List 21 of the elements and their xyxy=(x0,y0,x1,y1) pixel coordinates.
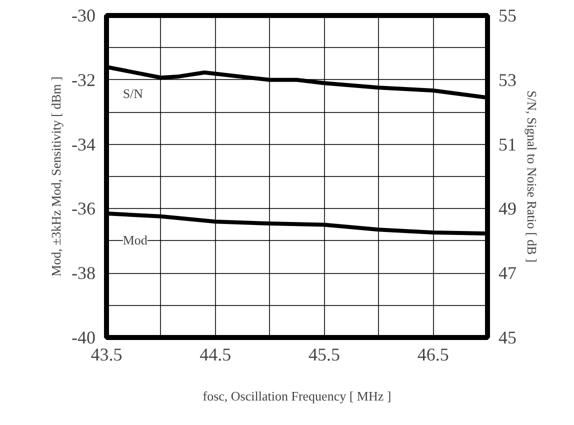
y-tick-label: -32 xyxy=(72,70,96,90)
y-tick-label: -34 xyxy=(72,134,96,154)
y-tick-label: -40 xyxy=(72,328,96,348)
x-axis-title: fosc, Oscillation Frequency [ MHz ] xyxy=(202,388,392,404)
x-tick-label: 45.5 xyxy=(308,344,340,364)
y2-tick-label: 49 xyxy=(498,198,516,219)
y2-tick-label: 47 xyxy=(498,263,516,284)
x-tick-label: 44.5 xyxy=(200,344,232,364)
y-tick-label: -36 xyxy=(72,198,96,219)
y-tick-label: -38 xyxy=(72,263,96,284)
y2-axis-title: S/N, Signal to Noise Ratio [ dB ] xyxy=(524,90,540,262)
series-label: Mod xyxy=(122,232,148,248)
series-label: S/N xyxy=(122,86,144,102)
y-axis-title: Mod, ±3kHz Mod, Sensitivity [ dBm ] xyxy=(48,76,64,276)
y-tick-label: -30 xyxy=(72,6,96,26)
y2-tick-label: 55 xyxy=(498,6,516,26)
x-tick-label: 43.5 xyxy=(90,344,122,364)
x-tick-label: 46.5 xyxy=(417,344,449,364)
y2-tick-label: 53 xyxy=(498,70,516,90)
y2-tick-label: 51 xyxy=(498,134,516,154)
y2-tick-label: 45 xyxy=(498,328,516,348)
